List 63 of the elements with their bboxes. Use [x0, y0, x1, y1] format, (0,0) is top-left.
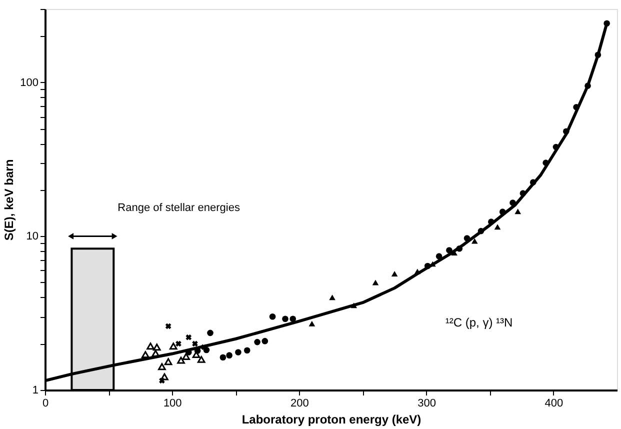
- point: [158, 363, 166, 370]
- x-tick-label: 300: [418, 398, 436, 410]
- point: [186, 334, 192, 340]
- point: [269, 313, 276, 320]
- point: [436, 253, 442, 260]
- point: [308, 320, 316, 326]
- point: [471, 238, 478, 244]
- point: [164, 358, 172, 366]
- point: [226, 352, 232, 358]
- point: [262, 338, 268, 344]
- point: [391, 271, 398, 276]
- point: [414, 268, 421, 274]
- point: [562, 128, 570, 135]
- point: [244, 347, 250, 354]
- x-tick-label: 200: [290, 398, 309, 410]
- point: [594, 52, 602, 58]
- point: [456, 245, 463, 252]
- point: [182, 353, 190, 360]
- point: [220, 354, 226, 361]
- point: [530, 179, 536, 186]
- point: [152, 344, 161, 351]
- point: [160, 373, 168, 380]
- point: [142, 351, 150, 358]
- point: [584, 82, 591, 89]
- point: [197, 356, 206, 363]
- point: [235, 349, 242, 356]
- point: [177, 356, 185, 364]
- point: [152, 350, 160, 357]
- point: [207, 330, 214, 336]
- point: [573, 104, 580, 110]
- point: [254, 338, 260, 346]
- point: [464, 235, 470, 242]
- point: [350, 302, 358, 308]
- y-tick-label: 10: [26, 230, 38, 243]
- point: [520, 190, 526, 196]
- point: [176, 340, 182, 347]
- band-label: Range of stellar energies: [118, 202, 240, 214]
- point: [446, 247, 452, 254]
- point: [488, 218, 494, 225]
- x-tick-label: 100: [163, 398, 182, 410]
- point: [604, 20, 610, 27]
- y-axis-title: S(E), keV barn: [2, 159, 16, 241]
- point: [510, 200, 516, 206]
- x-tick-label: 400: [544, 398, 564, 410]
- point: [478, 228, 484, 234]
- point: [499, 208, 506, 215]
- y-tick-label: 1: [32, 384, 38, 396]
- point: [372, 280, 379, 286]
- point: [290, 316, 296, 322]
- point: [494, 224, 501, 230]
- x-axis-title: Laboratory proton energy (keV): [242, 412, 422, 426]
- point: [159, 378, 165, 384]
- point: [146, 342, 154, 350]
- point: [329, 294, 336, 300]
- point: [514, 208, 522, 214]
- point: [552, 144, 560, 150]
- y-tick-label: 100: [20, 76, 38, 89]
- point: [424, 262, 431, 270]
- annotation: ¹²C (p, γ) ¹³N: [445, 316, 513, 330]
- point: [282, 316, 288, 322]
- x-tick-label: 0: [42, 398, 49, 410]
- point: [169, 342, 178, 350]
- point: [165, 323, 172, 330]
